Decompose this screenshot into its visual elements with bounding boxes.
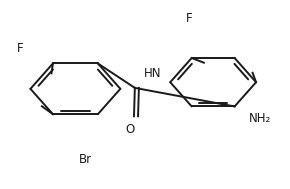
- Text: F: F: [17, 42, 23, 55]
- Text: NH₂: NH₂: [249, 112, 271, 125]
- Text: Br: Br: [79, 153, 92, 166]
- Text: F: F: [186, 12, 192, 25]
- Text: HN: HN: [144, 67, 161, 80]
- Text: O: O: [125, 123, 135, 136]
